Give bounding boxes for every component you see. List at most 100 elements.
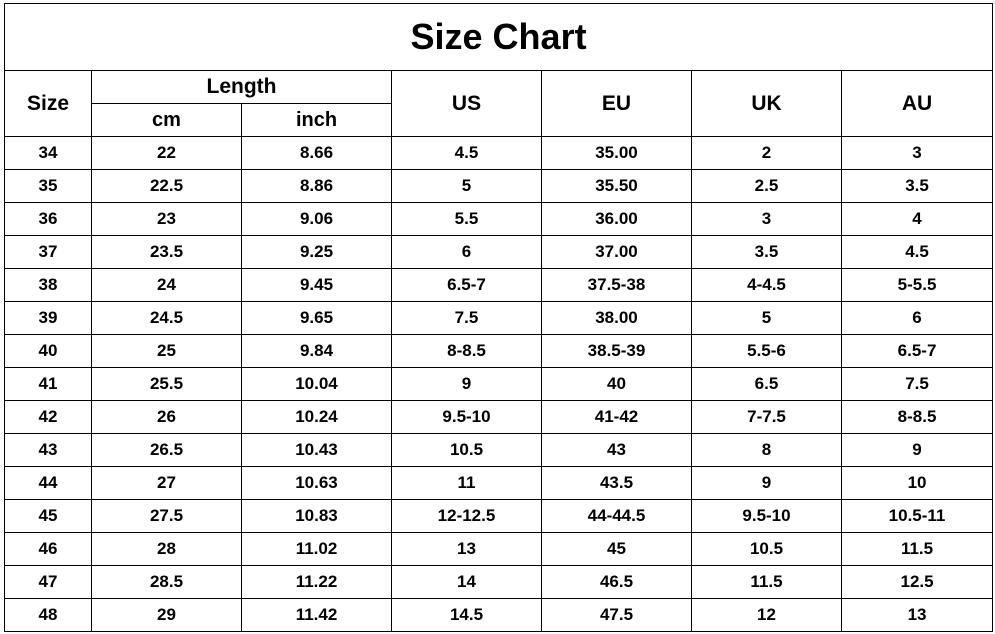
cell-uk: 3 xyxy=(691,202,842,236)
cell-eu: 35.50 xyxy=(541,169,692,203)
header-au: AU xyxy=(840,70,994,137)
cell-us: 8-8.5 xyxy=(391,334,542,368)
cell-uk: 3.5 xyxy=(691,235,842,269)
cell-inch: 11.42 xyxy=(241,598,392,632)
cell-eu: 47.5 xyxy=(541,598,692,632)
table-row: 44 27 10.63 11 43.5 9 10 xyxy=(4,466,994,500)
cell-au: 7.5 xyxy=(840,367,994,401)
cell-size: 37 xyxy=(4,235,92,269)
cell-au: 8-8.5 xyxy=(840,400,994,434)
cell-eu: 36.00 xyxy=(541,202,692,236)
cell-eu: 35.00 xyxy=(541,136,692,170)
cell-us: 9.5-10 xyxy=(391,400,542,434)
cell-inch: 10.63 xyxy=(241,466,392,500)
cell-us: 12-12.5 xyxy=(391,499,542,533)
cell-cm: 23 xyxy=(91,202,242,236)
cell-uk: 4-4.5 xyxy=(691,268,842,302)
cell-uk: 11.5 xyxy=(691,565,842,599)
cell-inch: 9.65 xyxy=(241,301,392,335)
cell-au: 4 xyxy=(840,202,994,236)
table-row: 41 25.5 10.04 9 40 6.5 7.5 xyxy=(4,367,994,401)
header-length: Length xyxy=(91,70,392,104)
cell-size: 44 xyxy=(4,466,92,500)
cell-au: 5-5.5 xyxy=(840,268,994,302)
cell-au: 9 xyxy=(840,433,994,467)
cell-au: 13 xyxy=(840,598,994,632)
cell-us: 6.5-7 xyxy=(391,268,542,302)
cell-size: 38 xyxy=(4,268,92,302)
cell-cm: 25.5 xyxy=(91,367,242,401)
cell-uk: 10.5 xyxy=(691,532,842,566)
cell-cm: 24 xyxy=(91,268,242,302)
cell-us: 14 xyxy=(391,565,542,599)
cell-inch: 8.66 xyxy=(241,136,392,170)
cell-inch: 8.86 xyxy=(241,169,392,203)
cell-size: 39 xyxy=(4,301,92,335)
cell-size: 43 xyxy=(4,433,92,467)
header-us: US xyxy=(391,70,542,137)
table-row: 35 22.5 8.86 5 35.50 2.5 3.5 xyxy=(4,169,994,203)
cell-uk: 9.5-10 xyxy=(691,499,842,533)
table-row: 45 27.5 10.83 12-12.5 44-44.5 9.5-10 10.5-11 xyxy=(4,499,994,533)
cell-cm: 27.5 xyxy=(91,499,242,533)
cell-cm: 26 xyxy=(91,400,242,434)
cell-au: 3.5 xyxy=(840,169,994,203)
cell-eu: 38.5-39 xyxy=(541,334,692,368)
table-row: 34 22 8.66 4.5 35.00 2 3 xyxy=(4,136,994,170)
cell-cm: 25 xyxy=(91,334,242,368)
cell-cm: 22 xyxy=(91,136,242,170)
table-row: 42 26 10.24 9.5-10 41-42 7-7.5 8-8.5 xyxy=(4,400,994,434)
cell-uk: 2 xyxy=(691,136,842,170)
cell-uk: 8 xyxy=(691,433,842,467)
cell-cm: 28 xyxy=(91,532,242,566)
header-inch: inch xyxy=(241,103,392,137)
cell-inch: 9.45 xyxy=(241,268,392,302)
cell-uk: 12 xyxy=(691,598,842,632)
cell-size: 47 xyxy=(4,565,92,599)
cell-inch: 9.84 xyxy=(241,334,392,368)
cell-au: 12.5 xyxy=(840,565,994,599)
cell-cm: 28.5 xyxy=(91,565,242,599)
cell-au: 6.5-7 xyxy=(840,334,994,368)
table-row: 39 24.5 9.65 7.5 38.00 5 6 xyxy=(4,301,994,335)
cell-size: 34 xyxy=(4,136,92,170)
cell-size: 45 xyxy=(4,499,92,533)
cell-eu: 43.5 xyxy=(541,466,692,500)
cell-us: 6 xyxy=(391,235,542,269)
cell-inch: 10.24 xyxy=(241,400,392,434)
size-chart-table: Size Chart Size Length US EU UK AU cm in… xyxy=(3,3,994,632)
header-eu: EU xyxy=(541,70,692,137)
cell-us: 11 xyxy=(391,466,542,500)
cell-au: 6 xyxy=(840,301,994,335)
cell-cm: 26.5 xyxy=(91,433,242,467)
cell-cm: 24.5 xyxy=(91,301,242,335)
cell-uk: 6.5 xyxy=(691,367,842,401)
header-cm: cm xyxy=(91,103,242,137)
cell-us: 14.5 xyxy=(391,598,542,632)
table-row: 47 28.5 11.22 14 46.5 11.5 12.5 xyxy=(4,565,994,599)
cell-size: 40 xyxy=(4,334,92,368)
cell-inch: 10.04 xyxy=(241,367,392,401)
cell-size: 41 xyxy=(4,367,92,401)
cell-au: 11.5 xyxy=(840,532,994,566)
cell-inch: 10.83 xyxy=(241,499,392,533)
cell-inch: 9.25 xyxy=(241,235,392,269)
table-row: 40 25 9.84 8-8.5 38.5-39 5.5-6 6.5-7 xyxy=(4,334,994,368)
cell-size: 46 xyxy=(4,532,92,566)
cell-us: 5 xyxy=(391,169,542,203)
cell-size: 48 xyxy=(4,598,92,632)
cell-eu: 45 xyxy=(541,532,692,566)
cell-eu: 44-44.5 xyxy=(541,499,692,533)
cell-size: 36 xyxy=(4,202,92,236)
cell-uk: 7-7.5 xyxy=(691,400,842,434)
cell-cm: 27 xyxy=(91,466,242,500)
table-row: 38 24 9.45 6.5-7 37.5-38 4-4.5 5-5.5 xyxy=(4,268,994,302)
cell-us: 13 xyxy=(391,532,542,566)
cell-au: 10 xyxy=(840,466,994,500)
cell-uk: 5 xyxy=(691,301,842,335)
cell-us: 4.5 xyxy=(391,136,542,170)
table-row: 37 23.5 9.25 6 37.00 3.5 4.5 xyxy=(4,235,994,269)
cell-cm: 29 xyxy=(91,598,242,632)
table-row: 48 29 11.42 14.5 47.5 12 13 xyxy=(4,598,994,632)
cell-us: 10.5 xyxy=(391,433,542,467)
